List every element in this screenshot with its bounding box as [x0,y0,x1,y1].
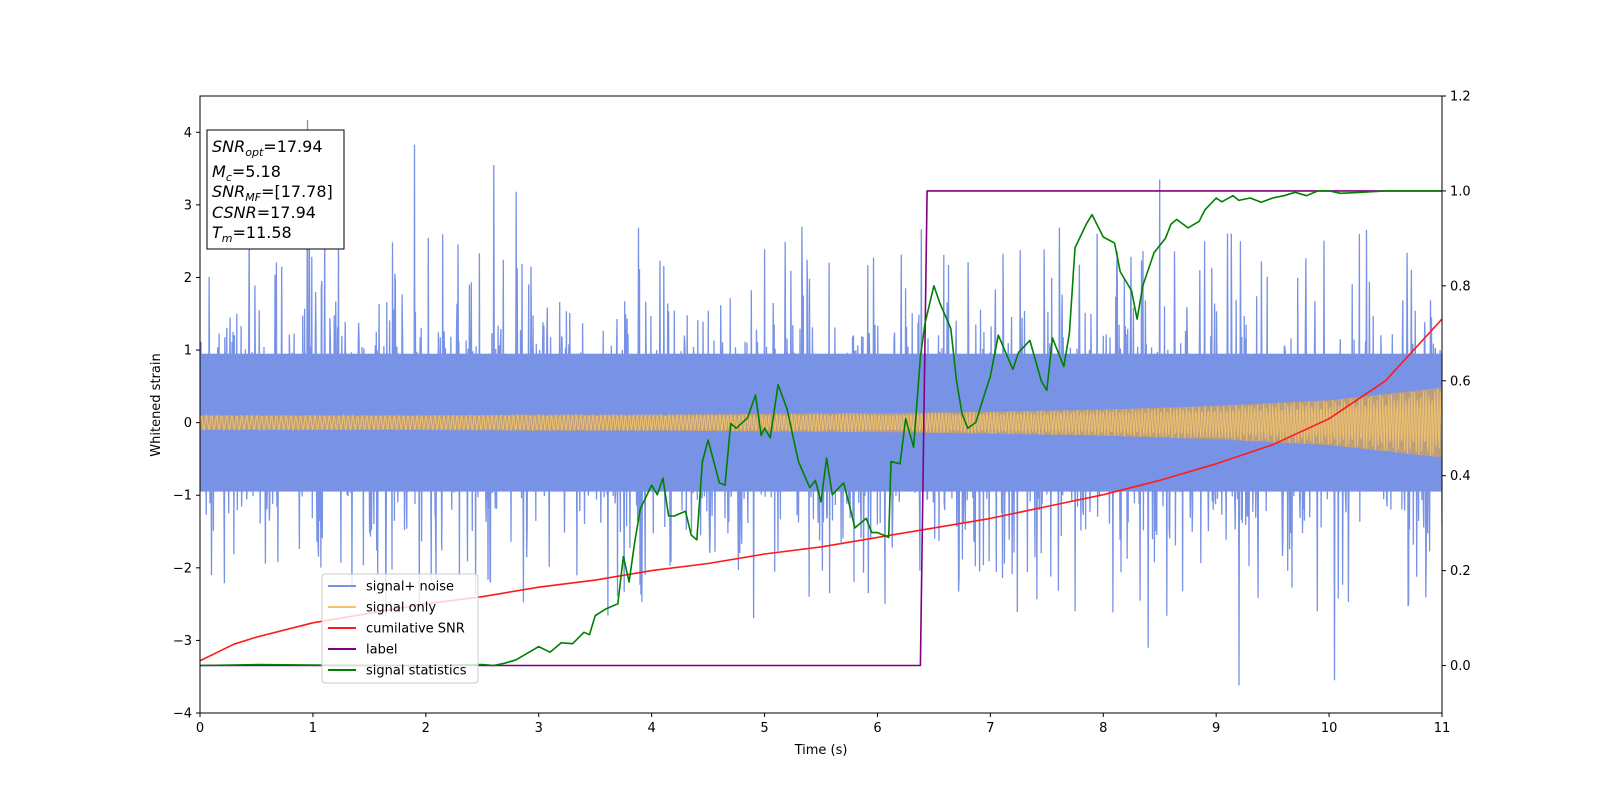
legend-label: label [366,643,397,658]
x-tick-label: 11 [1434,721,1451,736]
legend-frame [321,573,479,684]
y2-tick-label: 1.0 [1450,184,1471,199]
x-tick-label: 3 [535,721,543,736]
signal-only-series [200,387,1442,458]
y2-tick-label: 0.4 [1450,469,1471,484]
y-axis-label: Whitened strain [149,353,164,456]
legend-label: signal statistics [366,664,467,679]
legend-label: signal only [366,601,436,616]
x-tick-label: 6 [873,721,881,736]
plot-area [200,119,1442,686]
annotation-line: Tm=11.58 [212,223,292,245]
x-tick-label: 7 [986,721,994,736]
label-line [200,190,1442,667]
x-tick-label: 0 [196,721,204,736]
y-tick-label: −3 [173,634,192,649]
legend-label: cumilative SNR [366,622,465,637]
annotation-line: SNRMF=[17.78] [212,182,333,204]
legend-item-cumulative-snr: cumilative SNR [328,622,465,637]
y2-tick-label: 0.6 [1450,374,1471,389]
x-tick-label: 10 [1321,721,1338,736]
annotation-line: Mc=5.18 [212,162,281,184]
y-axis-left: −4 −3 −2 −1 0 1 2 3 4 [173,126,200,722]
y-tick-label: 3 [184,198,192,213]
legend-item-signal-noise: signal+ noise [328,580,454,595]
legend: signal+ noise signal only cumilative SNR la… [321,573,479,684]
y2-tick-label: 1.2 [1450,90,1471,105]
x-axis-label: Time (s) [794,743,848,758]
y-tick-label: −4 [173,707,192,722]
signal-only-envelope [200,387,1442,458]
y-tick-label: 2 [184,271,192,286]
signal-statistics-line [200,190,1442,667]
x-tick-label: 9 [1212,721,1220,736]
signal-only-line [200,388,1442,457]
x-tick-label: 5 [760,721,768,736]
y2-tick-label: 0.0 [1450,659,1471,674]
y-tick-label: −1 [173,489,192,504]
x-tick-label: 8 [1099,721,1107,736]
y-tick-label: 4 [184,126,192,141]
y2-tick-label: 0.8 [1450,279,1471,294]
x-tick-label: 1 [309,721,317,736]
x-tick-label: 4 [647,721,655,736]
x-axis: 0 1 2 3 4 5 6 7 8 9 10 11 [196,713,1450,736]
stats-annotation-box: SNRopt=17.94 Mc=5.18SNRMF=[17.78]CSNR=17.… [206,129,345,250]
y-tick-label: 1 [184,344,192,359]
legend-item-signal-statistics: signal statistics [328,664,467,679]
y-tick-label: −2 [173,561,192,576]
annotation-line: CSNR=17.94 [212,203,316,222]
annotation-box-frame [206,129,345,250]
y2-tick-label: 0.2 [1450,564,1471,579]
legend-item-label: label [328,643,397,658]
y-tick-label: 0 [184,416,192,431]
annotation-line: SNRopt=17.94 [212,137,323,159]
y-axis-right: 0.0 0.2 0.4 0.6 0.8 1.0 1.2 [1442,90,1471,674]
plot-frame [199,95,1443,714]
legend-label: signal+ noise [366,580,454,595]
x-tick-label: 2 [422,721,430,736]
legend-item-signal-only: signal only [328,601,436,616]
